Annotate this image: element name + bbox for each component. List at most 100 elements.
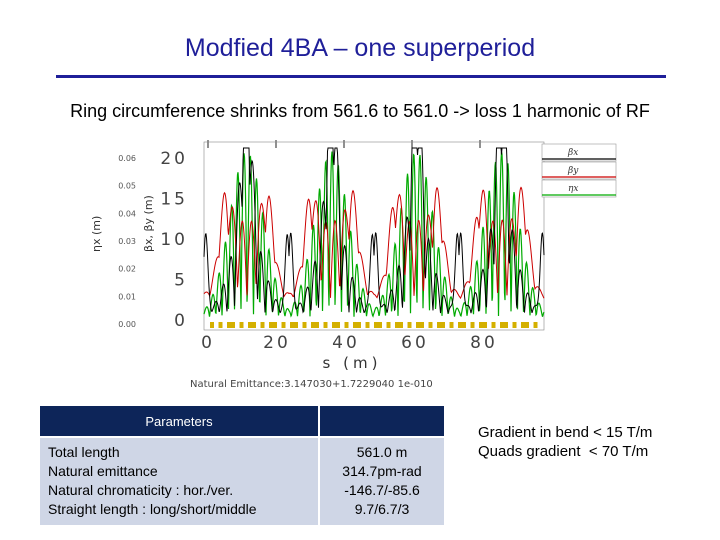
legend-entry-box (541, 161, 617, 180)
magnet-marker (273, 322, 277, 328)
s-axis-ticks: 0 20 40 60 80 (201, 333, 498, 353)
beta-x-curve (203, 147, 545, 315)
beta-y-curve (203, 186, 545, 300)
eta-axis-ticks: 0.06 0.05 0.04 0.03 0.02 0.01 0.00 (118, 154, 136, 329)
beta-tick-label: 20 (160, 149, 188, 169)
magnet-marker (336, 322, 340, 328)
eta-tick-label: 0.00 (118, 320, 136, 329)
beta-axis-label: βx, βy (m) (142, 195, 155, 252)
parameter-values: 561.0 m 314.7pm-rad -146.7/-85.6 9.7/6.7… (320, 438, 444, 525)
magnet-marker (533, 322, 538, 328)
eta-tick-label: 0.06 (118, 154, 136, 163)
magnet-marker (210, 322, 214, 328)
s-tick-label: 80 (470, 333, 498, 353)
magnet-marker (525, 322, 529, 328)
beta-tick-label: 10 (160, 230, 188, 250)
magnet-marker (357, 322, 361, 328)
legend-entry-label: βx (567, 148, 578, 158)
beta-axis-ticks: 20 15 10 5 0 (160, 149, 188, 331)
magnet-marker (218, 322, 223, 328)
magnet-marker (395, 322, 399, 328)
legend-entry-label: βy (567, 166, 579, 176)
eta-x-curve (203, 151, 545, 318)
param-value-total-length: 561.0 m (356, 444, 408, 460)
emittance-footer: Natural Emittance:3.147030+1.7229040 1e-… (190, 379, 433, 390)
plot-area (203, 141, 545, 331)
s-tick-label: 60 (401, 333, 429, 353)
magnet-marker (437, 322, 441, 328)
magnet-marker (302, 322, 307, 328)
eta-tick-label: 0.01 (118, 292, 136, 301)
beta-tick-label: 5 (174, 271, 188, 291)
magnet-marker (378, 322, 382, 328)
legend-entry-label: ηx (568, 184, 578, 194)
magnet-marker (416, 322, 420, 328)
s-axis-label: s (m) (323, 354, 382, 372)
bend-gradient-note: Gradient in bend < 15 T/m (478, 424, 653, 441)
param-value-natural-emittance: 314.7pm-rad (342, 463, 422, 479)
magnet-marker (441, 322, 445, 328)
title-underline (56, 75, 666, 78)
magnet-marker (353, 322, 357, 328)
legend-entry-box (541, 143, 617, 162)
plot-legend: βx βy ηx (541, 143, 617, 198)
magnet-marker (227, 322, 231, 328)
param-label-natural-emittance: Natural emittance (48, 463, 158, 479)
s-tick-label: 20 (263, 333, 291, 353)
magnet-marker (365, 322, 370, 328)
magnet-markers (210, 322, 538, 328)
magnet-marker (374, 322, 378, 328)
magnet-marker (281, 322, 286, 328)
lattice-curves (203, 147, 545, 318)
gradient-notes: Gradient in bend < 15 T/m Quads gradient… (478, 423, 652, 461)
quad-gradient-note: Quads gradient < 70 T/m (478, 443, 649, 460)
beta-tick-label: 15 (160, 190, 188, 210)
magnet-marker (294, 322, 298, 328)
magnet-marker (323, 322, 328, 328)
s-tick-label: 0 (201, 333, 215, 353)
magnet-marker (248, 322, 252, 328)
magnet-marker (332, 322, 336, 328)
magnet-marker (239, 322, 244, 328)
magnet-marker (315, 322, 319, 328)
plot-top-ticks (207, 140, 481, 148)
magnet-marker (470, 322, 475, 328)
slide-subtitle: Ring circumference shrinks from 561.6 to… (70, 101, 650, 121)
magnet-marker (344, 322, 349, 328)
s-tick-label: 40 (332, 333, 360, 353)
magnet-marker (231, 322, 235, 328)
magnet-marker (252, 322, 256, 328)
magnet-marker (290, 322, 294, 328)
magnet-marker (462, 322, 466, 328)
slide-title: Modfied 4BA – one superperiod (184, 34, 536, 62)
eta-tick-label: 0.04 (118, 209, 136, 218)
eta-tick-label: 0.03 (118, 237, 136, 246)
magnet-marker (504, 322, 508, 328)
param-value-straight-length: 9.7/6.7/3 (354, 501, 410, 517)
values-header (320, 406, 444, 436)
magnet-marker (428, 322, 433, 328)
magnet-marker (399, 322, 403, 328)
parameters-table: Parameters Total length Natural emittanc… (38, 404, 446, 527)
magnet-marker (483, 322, 487, 328)
eta-tick-label: 0.05 (118, 182, 136, 191)
param-label-chromaticity: Natural chromaticity : hor./ver. (48, 482, 234, 498)
magnet-marker (386, 322, 391, 328)
magnet-marker (500, 322, 504, 328)
magnet-marker (491, 322, 496, 328)
magnet-marker (521, 322, 525, 328)
parameter-labels: Total length Natural emittance Natural c… (40, 438, 318, 525)
param-label-total-length: Total length (48, 444, 120, 460)
magnet-marker (311, 322, 315, 328)
magnet-marker (420, 322, 424, 328)
magnet-marker (407, 322, 412, 328)
beta-tick-label: 0 (174, 311, 188, 331)
magnet-marker (269, 322, 273, 328)
eta-axis-label: ηx (m) (90, 216, 103, 252)
magnet-marker (260, 322, 265, 328)
magnet-marker (458, 322, 462, 328)
parameters-header: Parameters (40, 406, 318, 436)
